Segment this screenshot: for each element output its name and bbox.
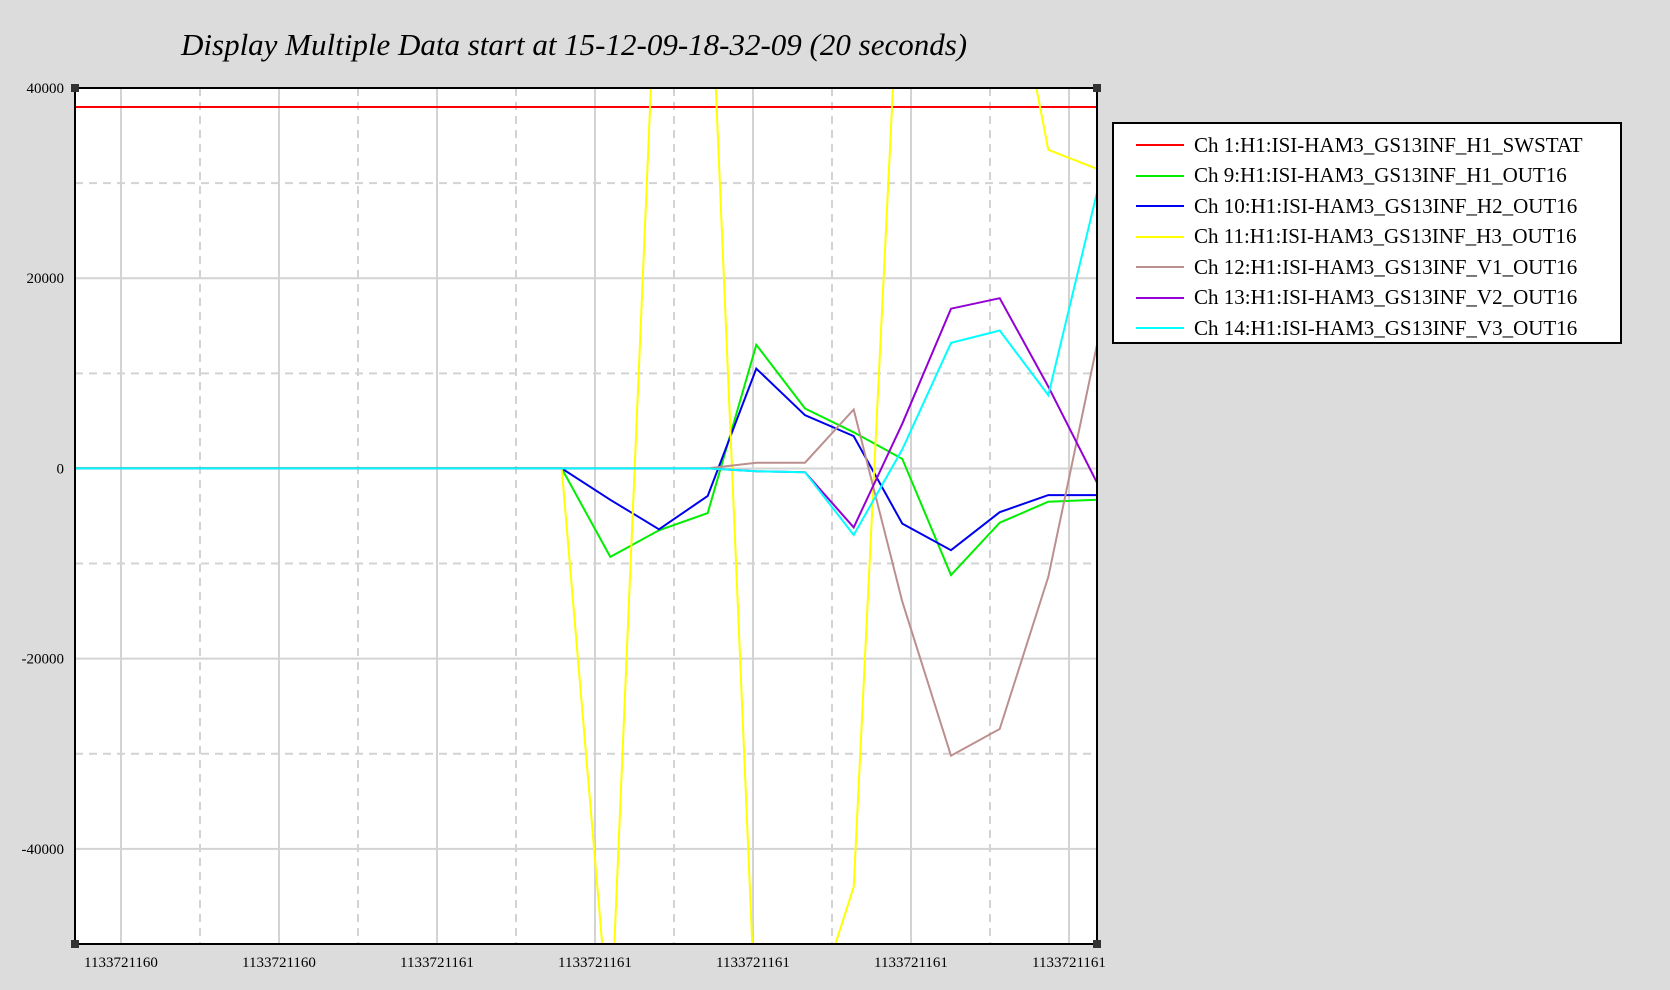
legend: Ch 1:H1:ISI-HAM3_GS13INF_H1_SWSTAT Ch 9:H… [1112,122,1622,344]
legend-swatch [1136,296,1184,299]
y-tick-label: 0 [57,461,65,477]
legend-swatch [1136,205,1184,208]
legend-item: Ch 10:H1:ISI-HAM3_GS13INF_H2_OUT16 [1114,191,1620,222]
legend-label: Ch 13:H1:ISI-HAM3_GS13INF_V2_OUT16 [1194,285,1578,310]
x-tick-label: 1133721160 [242,955,316,971]
legend-label: Ch 12:H1:ISI-HAM3_GS13INF_V1_OUT16 [1194,254,1578,279]
y-tick-label: 40000 [27,81,65,97]
legend-swatch [1136,327,1184,330]
legend-item: Ch 1:H1:ISI-HAM3_GS13INF_H1_SWSTAT [1114,130,1620,161]
x-tick-label: 1133721161 [1032,955,1106,971]
x-tick-label: 1133721161 [716,955,790,971]
legend-label: Ch 11:H1:ISI-HAM3_GS13INF_H3_OUT16 [1194,224,1577,249]
resize-handle[interactable] [1093,84,1101,92]
legend-item: Ch 11:H1:ISI-HAM3_GS13INF_H3_OUT16 [1114,222,1620,253]
x-axis: 1133721160 1133721160 1133721161 1133721161… [84,955,1106,971]
legend-item: Ch 13:H1:ISI-HAM3_GS13INF_V2_OUT16 [1114,283,1620,314]
resize-handle[interactable] [1093,940,1101,948]
y-axis: 40000 20000 0 -20000 -40000 [22,81,65,858]
legend-label: Ch 14:H1:ISI-HAM3_GS13INF_V3_OUT16 [1194,315,1578,340]
chart-title: Display Multiple Data start at 15-12-09-… [181,27,968,62]
legend-swatch [1136,266,1184,269]
x-tick-label: 1133721161 [400,955,474,971]
x-tick-label: 1133721160 [84,955,158,971]
legend-label: Ch 10:H1:ISI-HAM3_GS13INF_H2_OUT16 [1194,193,1578,218]
y-tick-label: 20000 [27,271,65,287]
resize-handle[interactable] [71,84,79,92]
legend-item: Ch 12:H1:ISI-HAM3_GS13INF_V1_OUT16 [1114,252,1620,283]
legend-swatch [1136,174,1184,177]
plot-corner-handles[interactable] [71,84,1101,948]
legend-item: Ch 9:H1:ISI-HAM3_GS13INF_H1_OUT16 [1114,161,1620,192]
resize-handle[interactable] [71,940,79,948]
x-tick-label: 1133721161 [558,955,632,971]
plot-area [75,88,1097,944]
y-tick-label: -40000 [22,842,65,858]
plot-border [74,87,1098,945]
series-lines [75,88,1097,944]
legend-swatch [1136,144,1184,147]
x-tick-label: 1133721161 [874,955,948,971]
series-line-7 [75,192,1097,537]
y-tick-label: -20000 [22,652,65,668]
legend-swatch [1136,235,1184,238]
legend-item: Ch 14:H1:ISI-HAM3_GS13INF_V3_OUT16 [1114,313,1620,344]
legend-label: Ch 9:H1:ISI-HAM3_GS13INF_H1_OUT16 [1194,163,1567,188]
legend-label: Ch 1:H1:ISI-HAM3_GS13INF_H1_SWSTAT [1194,132,1583,157]
